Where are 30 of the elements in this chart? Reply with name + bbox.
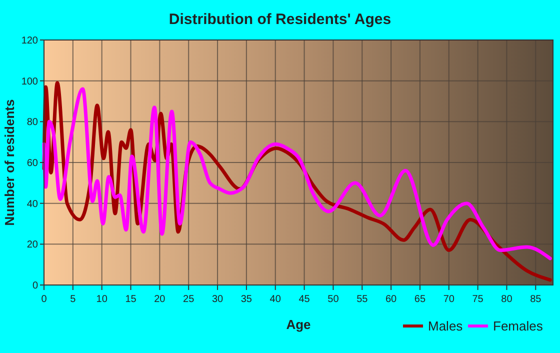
x-tick-label: 5 [70, 294, 76, 305]
x-axis-title: Age [286, 317, 311, 332]
x-tick-label: 30 [212, 294, 224, 305]
x-tick-label: 40 [270, 294, 282, 305]
x-tick-label: 50 [328, 294, 340, 305]
legend-label: Females [493, 318, 544, 334]
x-tick-label: 80 [501, 294, 513, 305]
y-tick-label: 120 [21, 36, 38, 46]
x-tick-label: 15 [125, 294, 137, 305]
x-tick-label: 0 [41, 294, 48, 305]
y-tick-label: 40 [26, 198, 38, 210]
x-tick-label: 20 [154, 294, 166, 305]
chart-title: Distribution of Residents' Ages [168, 11, 392, 28]
y-tick-label: 80 [26, 117, 38, 128]
y-axis-title: Number of residents [2, 99, 17, 226]
x-tick-label: 10 [96, 294, 108, 305]
x-tick-label: 85 [530, 294, 542, 305]
y-tick-label: 20 [26, 240, 38, 251]
x-tick-label: 65 [414, 294, 426, 305]
y-tick-label: 60 [26, 158, 38, 169]
y-tick-label: 100 [21, 76, 38, 88]
x-tick-label: 25 [183, 294, 195, 305]
x-tick-label: 45 [298, 294, 310, 305]
x-tick-label: 70 [443, 294, 455, 305]
x-tick-label: 60 [385, 294, 398, 305]
x-tick-label: 35 [240, 294, 252, 305]
x-tick-label: 75 [472, 294, 484, 305]
x-tick-label: 55 [356, 294, 368, 305]
y-tick-label: 0 [32, 280, 38, 292]
legend-label: Males [428, 318, 464, 334]
